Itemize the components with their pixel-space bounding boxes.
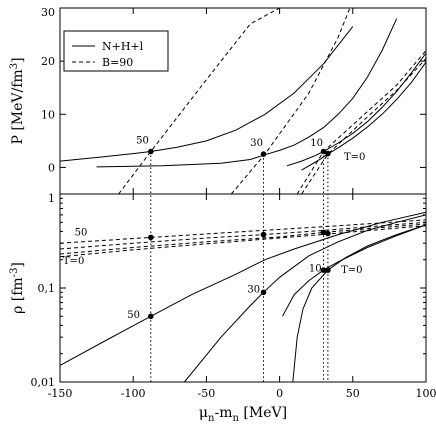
density-curve-label-3: 50 xyxy=(127,310,140,321)
pressure-curve-label-3: 10 xyxy=(310,138,323,149)
pressure-solid-curve-2 xyxy=(96,18,398,168)
density-point-2 xyxy=(148,234,154,241)
pressure-panel: 0 10 20 30 50 30 10 T=0 P [MeV/fm3] N+H+l B=90 xyxy=(9,6,427,195)
legend: N+H+l B=90 xyxy=(63,30,169,72)
x-tick-label-1: -150 xyxy=(48,387,73,400)
legend-box xyxy=(63,30,169,72)
density-curve-label-6: T=0 xyxy=(341,265,362,276)
pressure-dashed-curve-6 xyxy=(230,8,351,194)
pressure-ytick-label-4: 30 xyxy=(41,6,55,19)
x-tick-label-3: -50 xyxy=(198,387,216,400)
density-ytick-label-2: 0,1 xyxy=(38,282,56,295)
x-tick-label-6: 100 xyxy=(416,387,436,400)
density-solid-curve-1 xyxy=(60,211,426,366)
pressure-ytick-label-2: 10 xyxy=(41,108,55,121)
pressure-curve-labels: 50 30 10 T=0 xyxy=(136,136,365,164)
pressure-ytick-label-3: 20 xyxy=(41,55,55,68)
legend-label-nhl: N+H+l xyxy=(102,40,144,53)
x-axis-title: μn-mn [MeV] xyxy=(199,405,287,424)
density-curve-label-5: 10 xyxy=(309,263,322,274)
density-points xyxy=(148,151,331,382)
density-panel: 0,01 0,1 1 -150 -100 -50 0 50 100 50 T=0 50 30 10 T=0… xyxy=(9,151,436,424)
density-plot-frame xyxy=(59,193,427,383)
x-tick-label-2: -100 xyxy=(121,387,146,400)
density-curves xyxy=(60,211,426,382)
pressure-curve-label-4: T=0 xyxy=(344,152,365,163)
pressure-curve-label-1: 50 xyxy=(136,136,149,147)
density-dashed-curve-7 xyxy=(60,223,426,255)
density-axis-title: ρ [fm-3] xyxy=(9,262,26,314)
pressure-points xyxy=(148,148,331,157)
pressure-dashed-curve-5 xyxy=(118,8,280,194)
pressure-dashed-curve-7 xyxy=(296,50,426,194)
density-curve-label-1: 50 xyxy=(75,228,88,239)
density-dashed-curve-8 xyxy=(60,225,426,258)
pressure-dashed-curve-8 xyxy=(301,58,426,194)
density-ytick-label-1: 0,01 xyxy=(31,376,56,389)
pressure-axis-title: P [MeV/fm3] xyxy=(9,57,26,144)
legend-label-b90: B=90 xyxy=(102,56,133,69)
x-tick-label-5: 50 xyxy=(346,387,360,400)
density-dashed-curve-5 xyxy=(60,219,426,244)
density-solid-curve-2 xyxy=(184,214,426,382)
pressure-solid-curve-4 xyxy=(301,61,426,171)
density-curve-label-4: 30 xyxy=(247,284,260,295)
density-curve-label-2: T=0 xyxy=(63,256,84,267)
pressure-curves xyxy=(60,8,426,194)
density-curve-labels: 50 T=0 50 30 10 T=0 xyxy=(63,228,363,321)
x-tick-label-4: 0 xyxy=(276,387,283,400)
density-ytick-label-3: 1 xyxy=(48,192,55,205)
pressure-solid-curve-1 xyxy=(60,26,354,162)
pressure-curve-label-2: 30 xyxy=(250,138,263,149)
density-ticks: 0,01 0,1 1 -150 -100 -50 0 50 100 xyxy=(31,192,436,400)
pressure-ytick-label-1: 0 xyxy=(48,161,55,174)
density-point-8 xyxy=(325,230,331,237)
pressure-solid-curve-3 xyxy=(286,52,426,167)
density-solid-curve-3 xyxy=(282,224,426,317)
density-solid-curve-4 xyxy=(292,224,426,382)
